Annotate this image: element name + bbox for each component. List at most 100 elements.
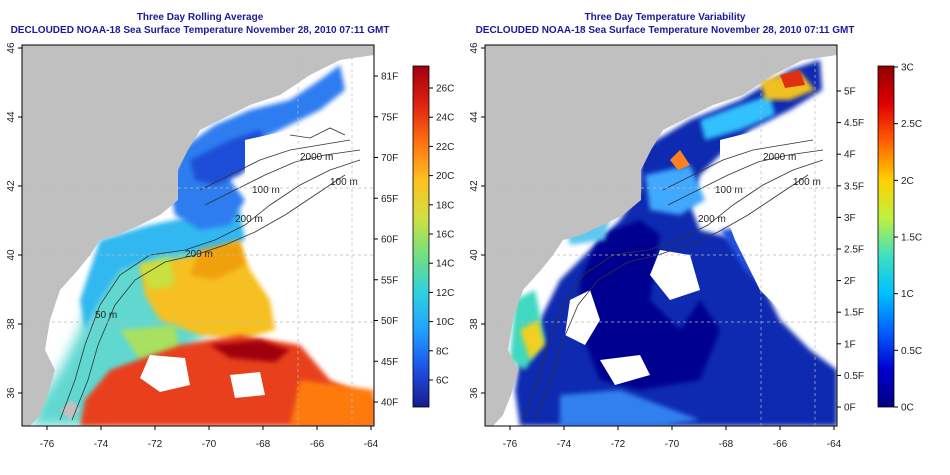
lat-tick-label: 38 <box>6 318 17 330</box>
lat-tick-label: 44 <box>469 111 480 123</box>
left-map: 100 m 2000 m 100 m 200 m 200 m 50 m 46 44… <box>6 42 454 450</box>
scale-tick-label: 45F <box>381 357 398 368</box>
contour-label: 2000 m <box>763 152 796 163</box>
contour-label: 200 m <box>185 249 213 260</box>
bathymetry-contours <box>59 127 361 421</box>
lon-tick-label: -66 <box>773 439 788 450</box>
lat-tick-label: 46 <box>469 42 480 54</box>
scale-tick-label: 8C <box>436 346 449 357</box>
scale-tick-label: 6C <box>436 376 449 387</box>
scale-tick-label: 55F <box>381 275 398 286</box>
scale-tick-label: 0.5C <box>901 346 922 357</box>
land-island <box>60 400 80 420</box>
scale-tick-label: 2.5C <box>901 119 922 130</box>
scale-tick-label: 10C <box>436 317 454 328</box>
right-map-border <box>484 44 838 427</box>
right-map: 100 m 2000 m 100 m 200 m 46 44 42 40 38 36 -7… <box>469 42 922 450</box>
right-fahrenheit-scale: 5F 4.5F 4F 3.5F 3F 2.5F 2F 1.5F 1F 0.5F 0F <box>837 87 864 414</box>
scale-tick-label: 22C <box>436 142 454 153</box>
sst-colorbar <box>412 65 430 408</box>
scale-tick-label: 16C <box>436 230 454 241</box>
contour-label: 100 m <box>330 177 358 188</box>
lat-tick-label: 46 <box>6 42 17 54</box>
scale-tick-label: 65F <box>381 194 398 205</box>
scale-tick-label: 0F <box>844 403 856 414</box>
left-lat-axis: 46 44 42 40 38 36 <box>6 42 22 399</box>
lon-tick-label: -74 <box>94 439 109 450</box>
scale-tick-label: 1C <box>901 289 914 300</box>
lon-tick-label: -64 <box>364 439 379 450</box>
scale-tick-label: 70F <box>381 153 398 164</box>
lat-tick-label: 36 <box>6 387 17 399</box>
lat-tick-label: 44 <box>6 111 17 123</box>
right-subtitle: DECLOUDED NOAA-18 Sea Surface Temperatur… <box>475 25 855 36</box>
lat-tick-label: 42 <box>469 180 480 192</box>
lat-tick-label: 40 <box>6 249 17 261</box>
lon-tick-label: -76 <box>503 439 518 450</box>
scale-tick-label: 1.5F <box>844 308 864 319</box>
left-grid <box>22 45 374 426</box>
right-celsius-scale: 3C 2.5C 2C 1.5C 1C 0.5C 0C <box>894 63 922 414</box>
scale-tick-label: 12C <box>436 288 454 299</box>
lon-tick-label: -72 <box>611 439 626 450</box>
lon-tick-label: -68 <box>719 439 734 450</box>
lat-tick-label: 42 <box>6 180 17 192</box>
lat-tick-label: 40 <box>469 249 480 261</box>
land-mass <box>22 45 374 426</box>
scale-tick-label: 2.5F <box>844 245 864 256</box>
left-fahrenheit-scale: 81F 75F 70F 65F 60F 55F 50F 45F 40F <box>374 72 398 409</box>
lat-tick-label: 36 <box>469 387 480 399</box>
right-grid <box>485 45 837 426</box>
lon-tick-label: -70 <box>665 439 680 450</box>
scale-tick-label: 4.5F <box>844 118 864 129</box>
scale-tick-label: 50F <box>381 316 398 327</box>
land-mass <box>485 45 837 426</box>
contour-label: 100 m <box>715 185 743 196</box>
scale-tick-label: 40F <box>381 398 398 409</box>
contour-label: 2000 m <box>300 152 333 163</box>
scale-tick-label: 26C <box>436 84 454 95</box>
contour-label: 200 m <box>235 214 263 225</box>
lon-tick-label: -68 <box>256 439 271 450</box>
scale-tick-label: 24C <box>436 113 454 124</box>
scale-tick-label: 75F <box>381 112 398 123</box>
lon-tick-label: -64 <box>827 439 842 450</box>
scale-tick-label: 1F <box>844 339 856 350</box>
scale-tick-label: 4F <box>844 150 856 161</box>
left-map-border <box>21 44 375 427</box>
lon-tick-label: -72 <box>148 439 163 450</box>
scale-tick-label: 18C <box>436 200 454 211</box>
bathymetry-contours <box>522 139 824 421</box>
scale-tick-label: 2C <box>901 176 914 187</box>
contour-label: 100 m <box>793 177 821 188</box>
scale-tick-label: 1.5C <box>901 233 922 244</box>
left-celsius-scale: 26C 24C 22C 20C 18C 16C 14C 12C 10C 8C 6C <box>429 84 454 387</box>
scale-tick-label: 0C <box>901 403 914 414</box>
right-lat-axis: 46 44 42 40 38 36 <box>469 42 485 399</box>
lat-tick-label: 38 <box>469 318 480 330</box>
contour-label: 100 m <box>252 185 280 196</box>
scale-tick-label: 0.5F <box>844 371 864 382</box>
scale-tick-label: 3.5F <box>844 181 864 192</box>
contour-label: 200 m <box>698 214 726 225</box>
lon-tick-label: -76 <box>40 439 55 450</box>
scale-tick-label: 5F <box>844 87 856 98</box>
right-lon-axis: -76 -74 -72 -70 -68 -66 -64 <box>503 426 842 450</box>
left-subtitle: DECLOUDED NOAA-18 Sea Surface Temperatur… <box>10 25 390 36</box>
contour-label: 50 m <box>95 310 117 321</box>
lon-tick-label: -74 <box>557 439 572 450</box>
lon-tick-label: -66 <box>310 439 325 450</box>
left-title: Three Day Rolling Average <box>136 12 264 23</box>
sst-field <box>22 65 374 426</box>
scale-tick-label: 14C <box>436 259 454 270</box>
variability-field <box>485 60 837 426</box>
scale-tick-label: 60F <box>381 235 398 246</box>
variability-colorbar <box>877 65 895 408</box>
scale-tick-label: 81F <box>381 72 398 83</box>
left-lon-axis: -76 -74 -72 -70 -68 -66 -64 <box>40 426 379 450</box>
scale-tick-label: 20C <box>436 171 454 182</box>
scale-tick-label: 3F <box>844 213 856 224</box>
scale-tick-label: 2F <box>844 276 856 287</box>
lon-tick-label: -70 <box>202 439 217 450</box>
